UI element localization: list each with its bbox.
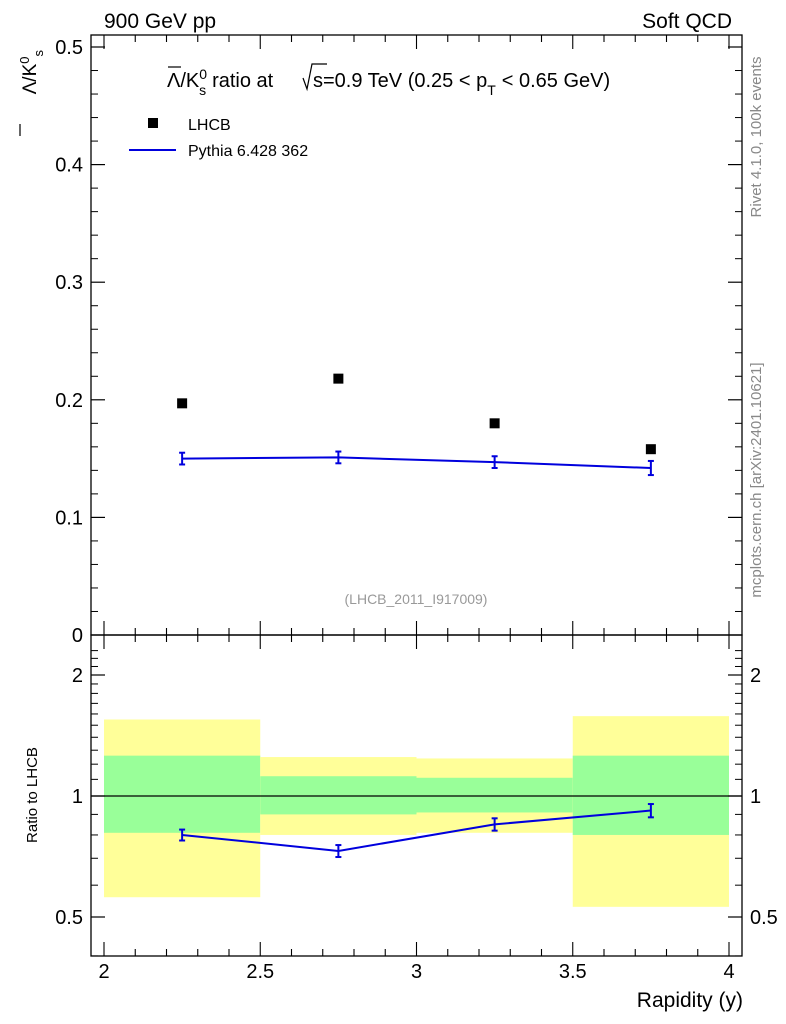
rivet-label: Rivet 4.1.0, 100k events (748, 57, 765, 218)
ratio-y-tick-label-right: 0.5 (750, 907, 778, 929)
ratio-data-marks (179, 803, 654, 859)
main-y-tick-label: 0.3 (55, 272, 83, 294)
svg-text:s=0.9 TeV (0.25 < pT< 0.65 GeV: s=0.9 TeV (0.25 < pT < 0.65 GeV) (313, 70, 610, 98)
ratio-panel: 0.5 0.5 1 1 2 2 2 2.5 3 3.5 4 Ratio to LHCB Rapid… (24, 634, 778, 1012)
title-k-sup: 0 (199, 66, 207, 82)
ratio-band-inner (104, 755, 261, 833)
title-suffix: < 0.65 GeV) (502, 70, 610, 92)
title-lambda: Λ (167, 70, 181, 92)
title-prefix: ratio at (212, 70, 274, 92)
pythia-line (182, 456, 651, 470)
pythia-ratio-line (182, 809, 651, 852)
ylabel-sup: 0 (17, 57, 32, 64)
ratio-y-axis-title: Ratio to LHCB (24, 747, 41, 843)
lhcb-data-point (333, 373, 344, 384)
x-tick-label: 2.5 (246, 961, 274, 983)
main-x-ticks (103, 35, 730, 635)
ratio-y-tick-label-right: 2 (750, 665, 761, 687)
ratio-y-tick-label: 0.5 (55, 907, 83, 929)
analysis-id-label: (LHCB_2011_I917009) (345, 591, 488, 607)
x-tick-label: 3 (411, 961, 422, 983)
main-y-tick-label: 0.2 (55, 390, 83, 412)
ratio-band-inner (572, 755, 729, 835)
ratio-y-tick-label: 1 (72, 786, 83, 808)
main-y-tick-label: 0.1 (55, 507, 83, 529)
legend-marker-lhcb (148, 118, 158, 128)
title-k-sub: s (199, 82, 206, 98)
ylabel-k: /K (20, 63, 41, 81)
header-left-label: 900 GeV pp (104, 10, 216, 33)
main-y-tick-label: 0.5 (55, 37, 83, 59)
legend-label-lhcb: LHCB (188, 117, 231, 134)
legend-label-pythia: Pythia 6.428 362 (188, 143, 308, 160)
ratio-band-inner (260, 776, 417, 815)
ratio-y-ticks: 0.5 0.5 1 1 2 2 (55, 650, 778, 957)
ylabel-sub: s (31, 50, 46, 57)
x-tick-label: 4 (723, 961, 734, 983)
title-k: /K (180, 70, 200, 92)
ratio-y-tick-label: 2 (72, 665, 83, 687)
main-title: Λ/K0 s ratio at s=0.9 TeV (0.25 < pT < 0.65… (167, 63, 610, 98)
mcplots-source-label: mcplots.cern.ch [arXiv:2401.10621] (748, 362, 765, 597)
x-axis-title: Rapidity (y) (637, 989, 743, 1012)
main-y-tick-label: 0.4 (55, 155, 83, 177)
ratio-band-inner (416, 777, 573, 813)
main-y-zero-label: 0 (72, 625, 83, 647)
lhcb-data-point (489, 418, 500, 429)
main-y-ticks: 0.1 0.2 0.3 0.4 0.5 0 (55, 37, 742, 647)
x-tick-label: 2 (98, 961, 109, 983)
lhcb-data-point (177, 398, 188, 409)
legend: LHCB Pythia 6.428 362 (129, 117, 308, 160)
main-data-marks (177, 373, 656, 477)
ylabel-lambda: Λ (20, 81, 41, 94)
x-tick-label: 3.5 (559, 961, 587, 983)
svg-text:Λ/K0s: Λ/K0s (17, 50, 46, 95)
header-right-label: Soft QCD (642, 10, 732, 33)
title-pt-sub: T (487, 82, 496, 98)
sqrt-symbol (302, 63, 327, 92)
ratio-y-tick-label-right: 1 (750, 786, 761, 808)
main-panel: 0.10.20.30.40.50 Λ/K0s Λ/K0 s ratio at s=0… (17, 34, 743, 647)
ratio-x-ticks: 2 2.5 3 3.5 4 (98, 635, 735, 983)
main-y-axis-title: Λ/K0s (17, 50, 46, 136)
lhcb-data-point (645, 444, 656, 455)
title-sqrt-s: s=0.9 TeV (0.25 < p (313, 70, 487, 92)
